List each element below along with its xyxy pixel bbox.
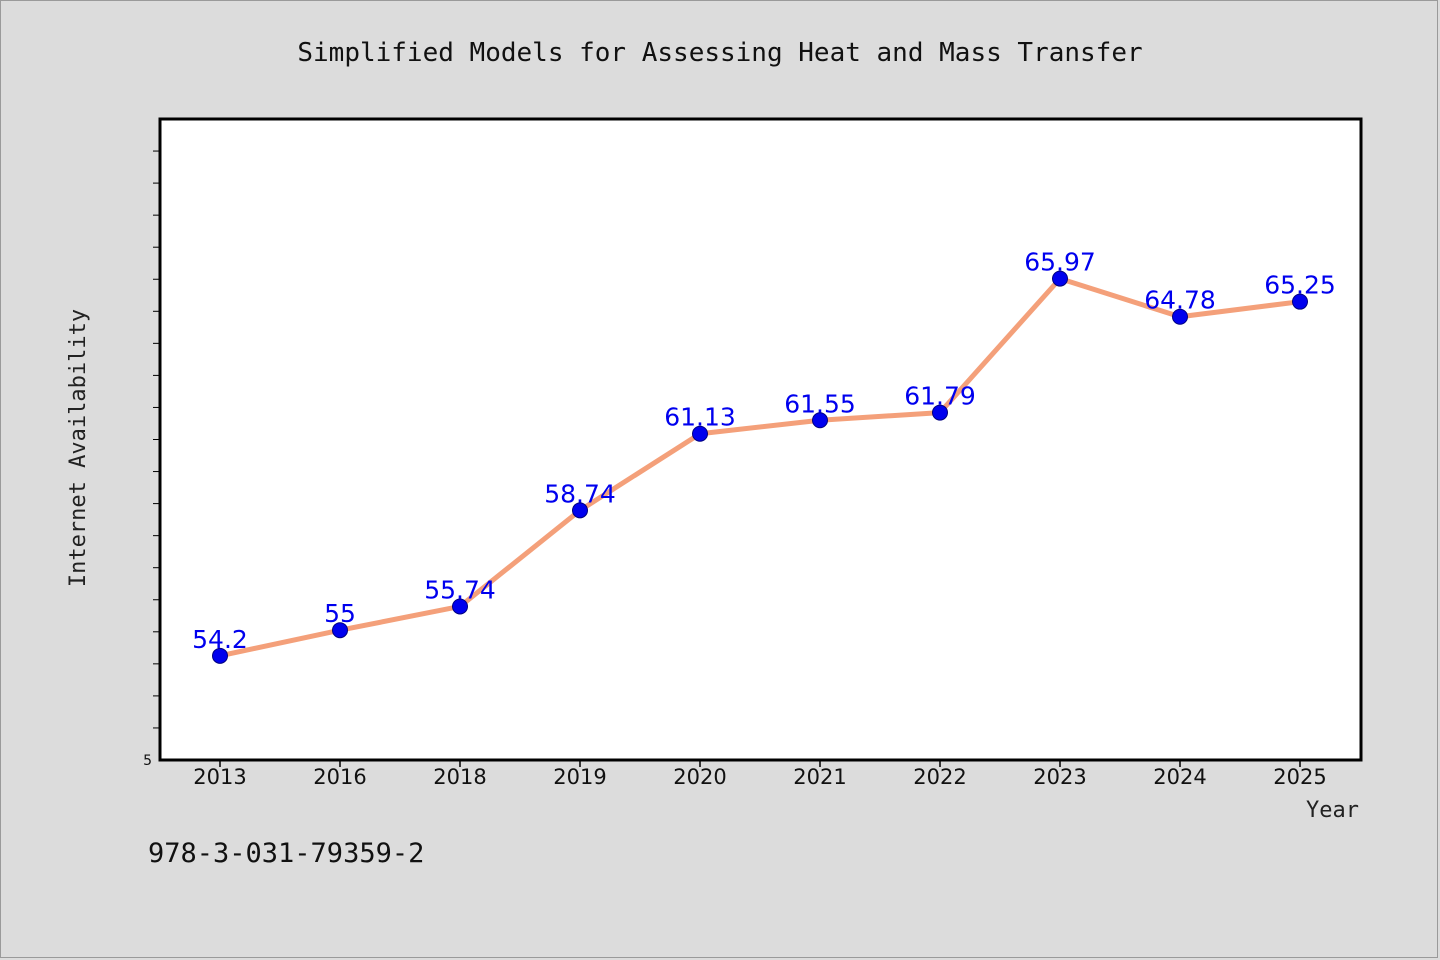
x-axis-ticks: 2013 2016 2018 2019 2020 2021 2022 2023 2024 2025	[193, 760, 1327, 789]
data-labels: 54.2 55 55.74 58.74 61.13 61.55 61.79 65.97 64.7…	[192, 248, 1336, 654]
data-point	[1292, 293, 1308, 310]
x-tick-label: 2025	[1273, 765, 1326, 789]
data-label: 55.74	[424, 575, 496, 604]
data-point	[332, 622, 348, 639]
data-label: 64.78	[1144, 286, 1216, 315]
x-tick-label: 2022	[913, 765, 966, 789]
data-point	[1052, 270, 1068, 287]
data-label: 54.2	[192, 625, 248, 654]
x-tick-label: 2018	[433, 765, 486, 789]
data-point	[452, 598, 468, 615]
y-axis-ticks: 5	[143, 150, 160, 769]
data-point	[932, 404, 948, 421]
x-tick-label: 2013	[193, 765, 246, 789]
isbn-text: 978-3-031-79359-2	[148, 838, 424, 869]
data-point	[812, 412, 828, 429]
x-tick-label: 2016	[313, 765, 366, 789]
data-label: 61.79	[904, 382, 976, 411]
series-markers	[212, 270, 1308, 664]
data-label: 61.13	[664, 403, 736, 432]
series-line	[217, 276, 1303, 659]
x-tick-label: 2019	[553, 765, 606, 789]
chart-title: Simplified Models for Assessing Heat and…	[297, 38, 1142, 68]
data-point	[572, 502, 588, 519]
data-point	[212, 647, 228, 664]
x-tick-label: 2021	[793, 765, 846, 789]
data-label: 58.74	[544, 479, 616, 508]
data-label: 61.55	[784, 389, 856, 418]
x-tick-label: 2023	[1033, 765, 1086, 789]
x-axis-label: Year	[1306, 798, 1359, 823]
data-point	[1172, 308, 1188, 325]
x-tick-label: 2020	[673, 765, 726, 789]
data-point	[692, 425, 708, 442]
data-label: 65.97	[1024, 248, 1096, 277]
data-label: 65.25	[1264, 271, 1336, 300]
data-label: 55	[324, 599, 356, 628]
y-axis-label: Internet Availability	[66, 309, 91, 587]
y-tick-label: 5	[143, 753, 152, 769]
plot-area	[158, 117, 1363, 762]
x-tick-label: 2024	[1153, 765, 1206, 789]
